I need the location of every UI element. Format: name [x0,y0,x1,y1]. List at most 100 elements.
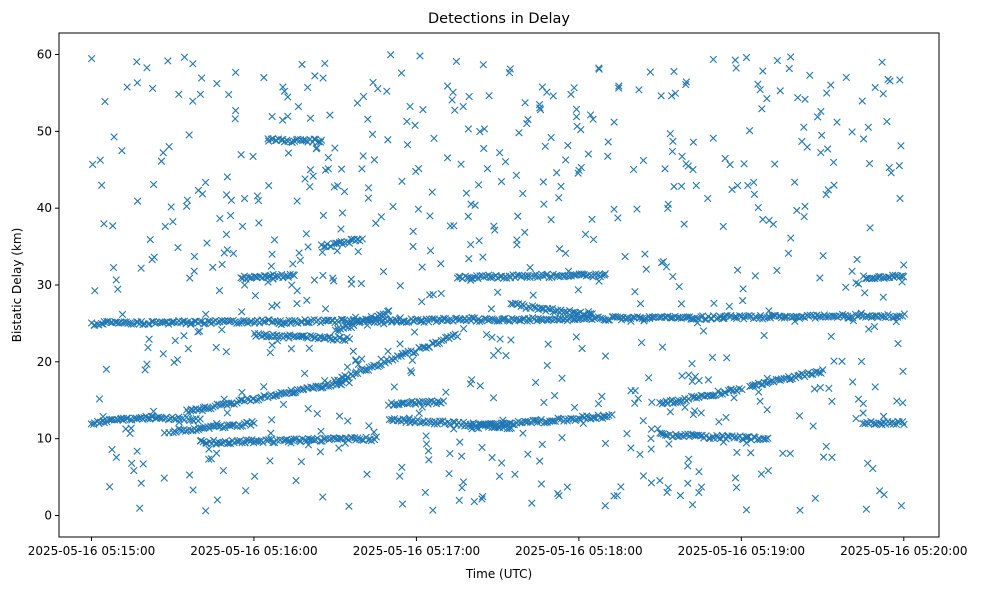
data-point [567,90,575,99]
data-point [727,311,735,320]
data-point [644,374,653,382]
data-point [760,331,768,340]
data-point [304,441,313,449]
data-point [819,453,828,461]
chart-title: Detections in Delay [428,11,570,27]
data-point [518,272,526,280]
data-point [464,125,473,133]
data-point [654,425,662,433]
data-point [456,438,464,446]
data-point [133,197,142,205]
data-point [344,417,352,425]
data-point [287,439,295,447]
y-tick-label: 50 [37,124,52,138]
data-point [571,271,579,280]
data-point [146,235,154,244]
data-point [222,230,231,239]
data-point [759,67,767,75]
data-point [738,296,747,305]
data-point [354,235,362,243]
data-point [123,83,131,91]
data-point [102,365,111,374]
data-point [201,319,209,327]
data-point [100,220,108,228]
data-point [397,69,406,77]
data-point [750,178,758,186]
data-point [303,296,311,304]
data-point [372,433,381,441]
data-point [190,252,199,261]
data-point [231,106,240,115]
data-point [267,416,276,424]
data-point [212,419,221,428]
data-point [428,188,436,196]
data-point [507,336,515,344]
data-point [255,219,263,227]
data-point [483,164,492,173]
data-point [158,414,166,423]
data-point [407,369,416,377]
data-point [196,415,204,423]
data-point [313,410,322,418]
data-point [304,243,312,251]
data-point [709,55,718,64]
data-point [160,474,168,482]
data-point [88,160,97,169]
data-point [732,483,741,492]
data-point [519,189,527,198]
data-point [488,333,496,341]
data-point [418,298,426,306]
data-point [147,412,156,421]
data-point [306,331,315,340]
data-point [472,424,480,432]
data-point [899,399,907,407]
data-point [126,429,134,438]
data-point [480,144,488,153]
data-point [852,279,860,287]
data-point [561,249,570,258]
data-point [491,226,499,234]
data-point [118,146,126,155]
data-point [589,235,598,244]
data-point [446,222,454,230]
data-point [439,314,448,323]
data-point [743,433,751,441]
data-point [112,276,120,284]
data-point [865,325,873,333]
data-point [409,242,417,251]
data-point [288,281,296,289]
data-point [617,483,625,491]
data-point [689,165,697,174]
data-point [750,190,759,198]
data-point [547,216,555,224]
data-point [127,459,136,468]
data-point [409,227,417,236]
data-point [319,211,328,220]
data-point [521,228,529,237]
data-point [310,276,319,284]
data-point [379,310,387,318]
data-point [828,397,836,405]
data-point [207,455,216,463]
data-point [863,312,871,320]
data-point [564,267,573,275]
data-point [466,240,475,249]
data-point [497,459,506,467]
data-point [666,314,675,322]
data-point [286,436,294,445]
data-point [810,385,819,393]
data-point [319,493,327,501]
data-point [187,319,195,327]
x-tick-label: 2025-05-16 05:16:00 [190,544,317,558]
data-point [437,418,445,426]
data-point [375,361,384,370]
data-point [340,187,349,196]
data-point [443,154,452,162]
data-point [306,182,314,191]
data-point [830,181,838,189]
data-point [425,418,434,426]
data-point [317,384,325,392]
data-point [610,205,618,213]
data-point [861,289,869,297]
data-point [187,426,195,434]
